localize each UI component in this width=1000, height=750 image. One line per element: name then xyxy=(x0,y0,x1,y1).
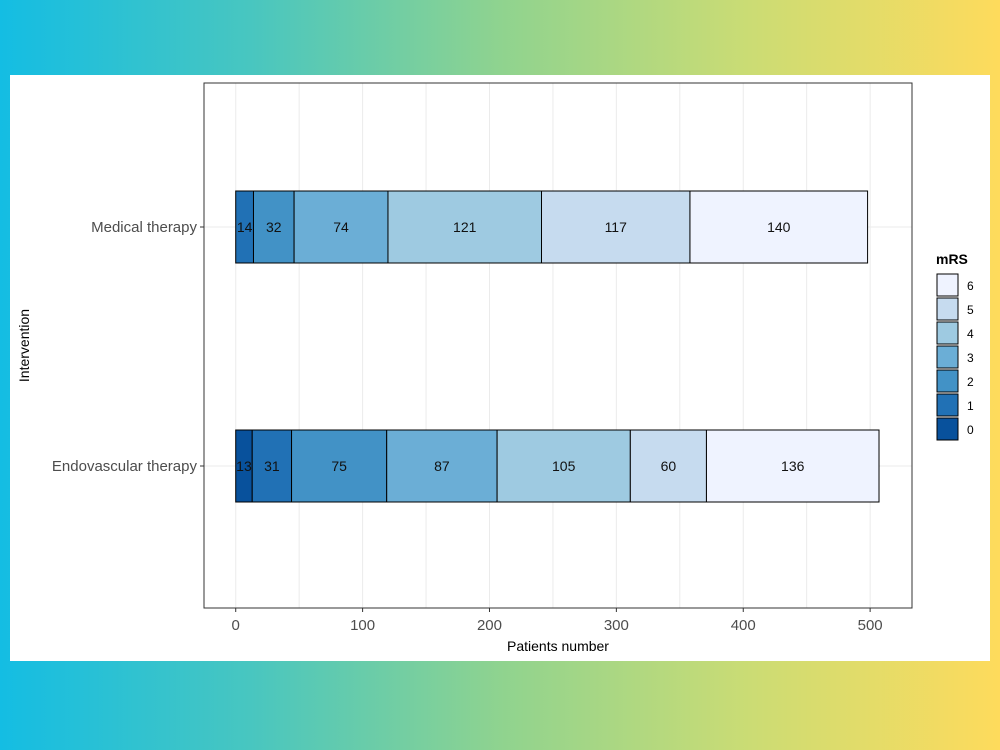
bar-segment-mrs-6 xyxy=(689,190,869,264)
y-tick-label: Endovascular therapy xyxy=(52,458,198,475)
legend-key-label: 6 xyxy=(967,279,974,293)
x-tick-label: 100 xyxy=(350,617,375,634)
legend-key-label: 5 xyxy=(967,303,974,317)
bar-data-label: 140 xyxy=(767,219,791,235)
legend-key-label: 3 xyxy=(967,351,974,365)
x-tick-label: 0 xyxy=(232,617,240,634)
legend-key-label: 4 xyxy=(967,327,974,341)
legend-key-swatch xyxy=(936,393,959,417)
bar-segment-mrs-5 xyxy=(629,429,707,503)
bar-segment-mrs-5 xyxy=(541,190,691,264)
bar-data-label: 121 xyxy=(453,219,477,235)
legend-key-swatch xyxy=(936,369,959,393)
x-axis-label: Patients number xyxy=(507,638,609,654)
bar-data-label: 87 xyxy=(434,458,450,474)
plot-panel-border xyxy=(203,82,913,609)
y-tick-label: Medical therapy xyxy=(91,219,197,236)
bar-segment-mrs-3 xyxy=(386,429,498,503)
bar-segment-mrs-2 xyxy=(291,429,388,503)
bar-segment-mrs-2 xyxy=(252,190,295,264)
bar-segment-mrs-1 xyxy=(251,429,293,503)
x-tick-label: 200 xyxy=(477,617,502,634)
bar-data-label: 13 xyxy=(236,458,252,474)
legend-key-label: 0 xyxy=(967,423,974,437)
chart-card: 14 32 74 121 117 140 13 31 75 87 105 60 136 0 100 200 3… xyxy=(10,75,990,661)
bar-segment-mrs-4 xyxy=(496,429,631,503)
legend-key-label: 2 xyxy=(967,375,974,389)
x-tick-label: 400 xyxy=(731,617,756,634)
bar-data-label: 117 xyxy=(605,219,628,235)
bar-data-label: 74 xyxy=(333,219,349,235)
bar-segment-mrs-6 xyxy=(705,429,880,503)
bar-data-label: 31 xyxy=(264,458,280,474)
x-tick-label: 300 xyxy=(604,617,629,634)
legend-key-swatch xyxy=(936,321,959,345)
legend-key-swatch xyxy=(936,417,959,441)
legend: mRS 6 5 4 3 2 1 0 xyxy=(936,251,974,441)
bar-data-label: 136 xyxy=(781,458,805,474)
legend-key-swatch xyxy=(936,297,959,321)
legend-key-swatch xyxy=(936,345,959,369)
x-tick-label: 500 xyxy=(858,617,883,634)
bar-segment-mrs-3 xyxy=(293,190,389,264)
legend-key-label: 1 xyxy=(967,399,974,413)
bar-data-label: 60 xyxy=(661,458,677,474)
bar-data-label: 75 xyxy=(331,458,347,474)
bar-data-label: 14 xyxy=(237,219,253,235)
y-axis-label: Intervention xyxy=(16,309,32,382)
bar-data-label: 32 xyxy=(266,219,282,235)
bar-segment-mrs-4 xyxy=(387,190,543,264)
legend-title: mRS xyxy=(936,251,968,267)
bar-data-label: 105 xyxy=(552,458,576,474)
legend-key-swatch xyxy=(936,273,959,297)
